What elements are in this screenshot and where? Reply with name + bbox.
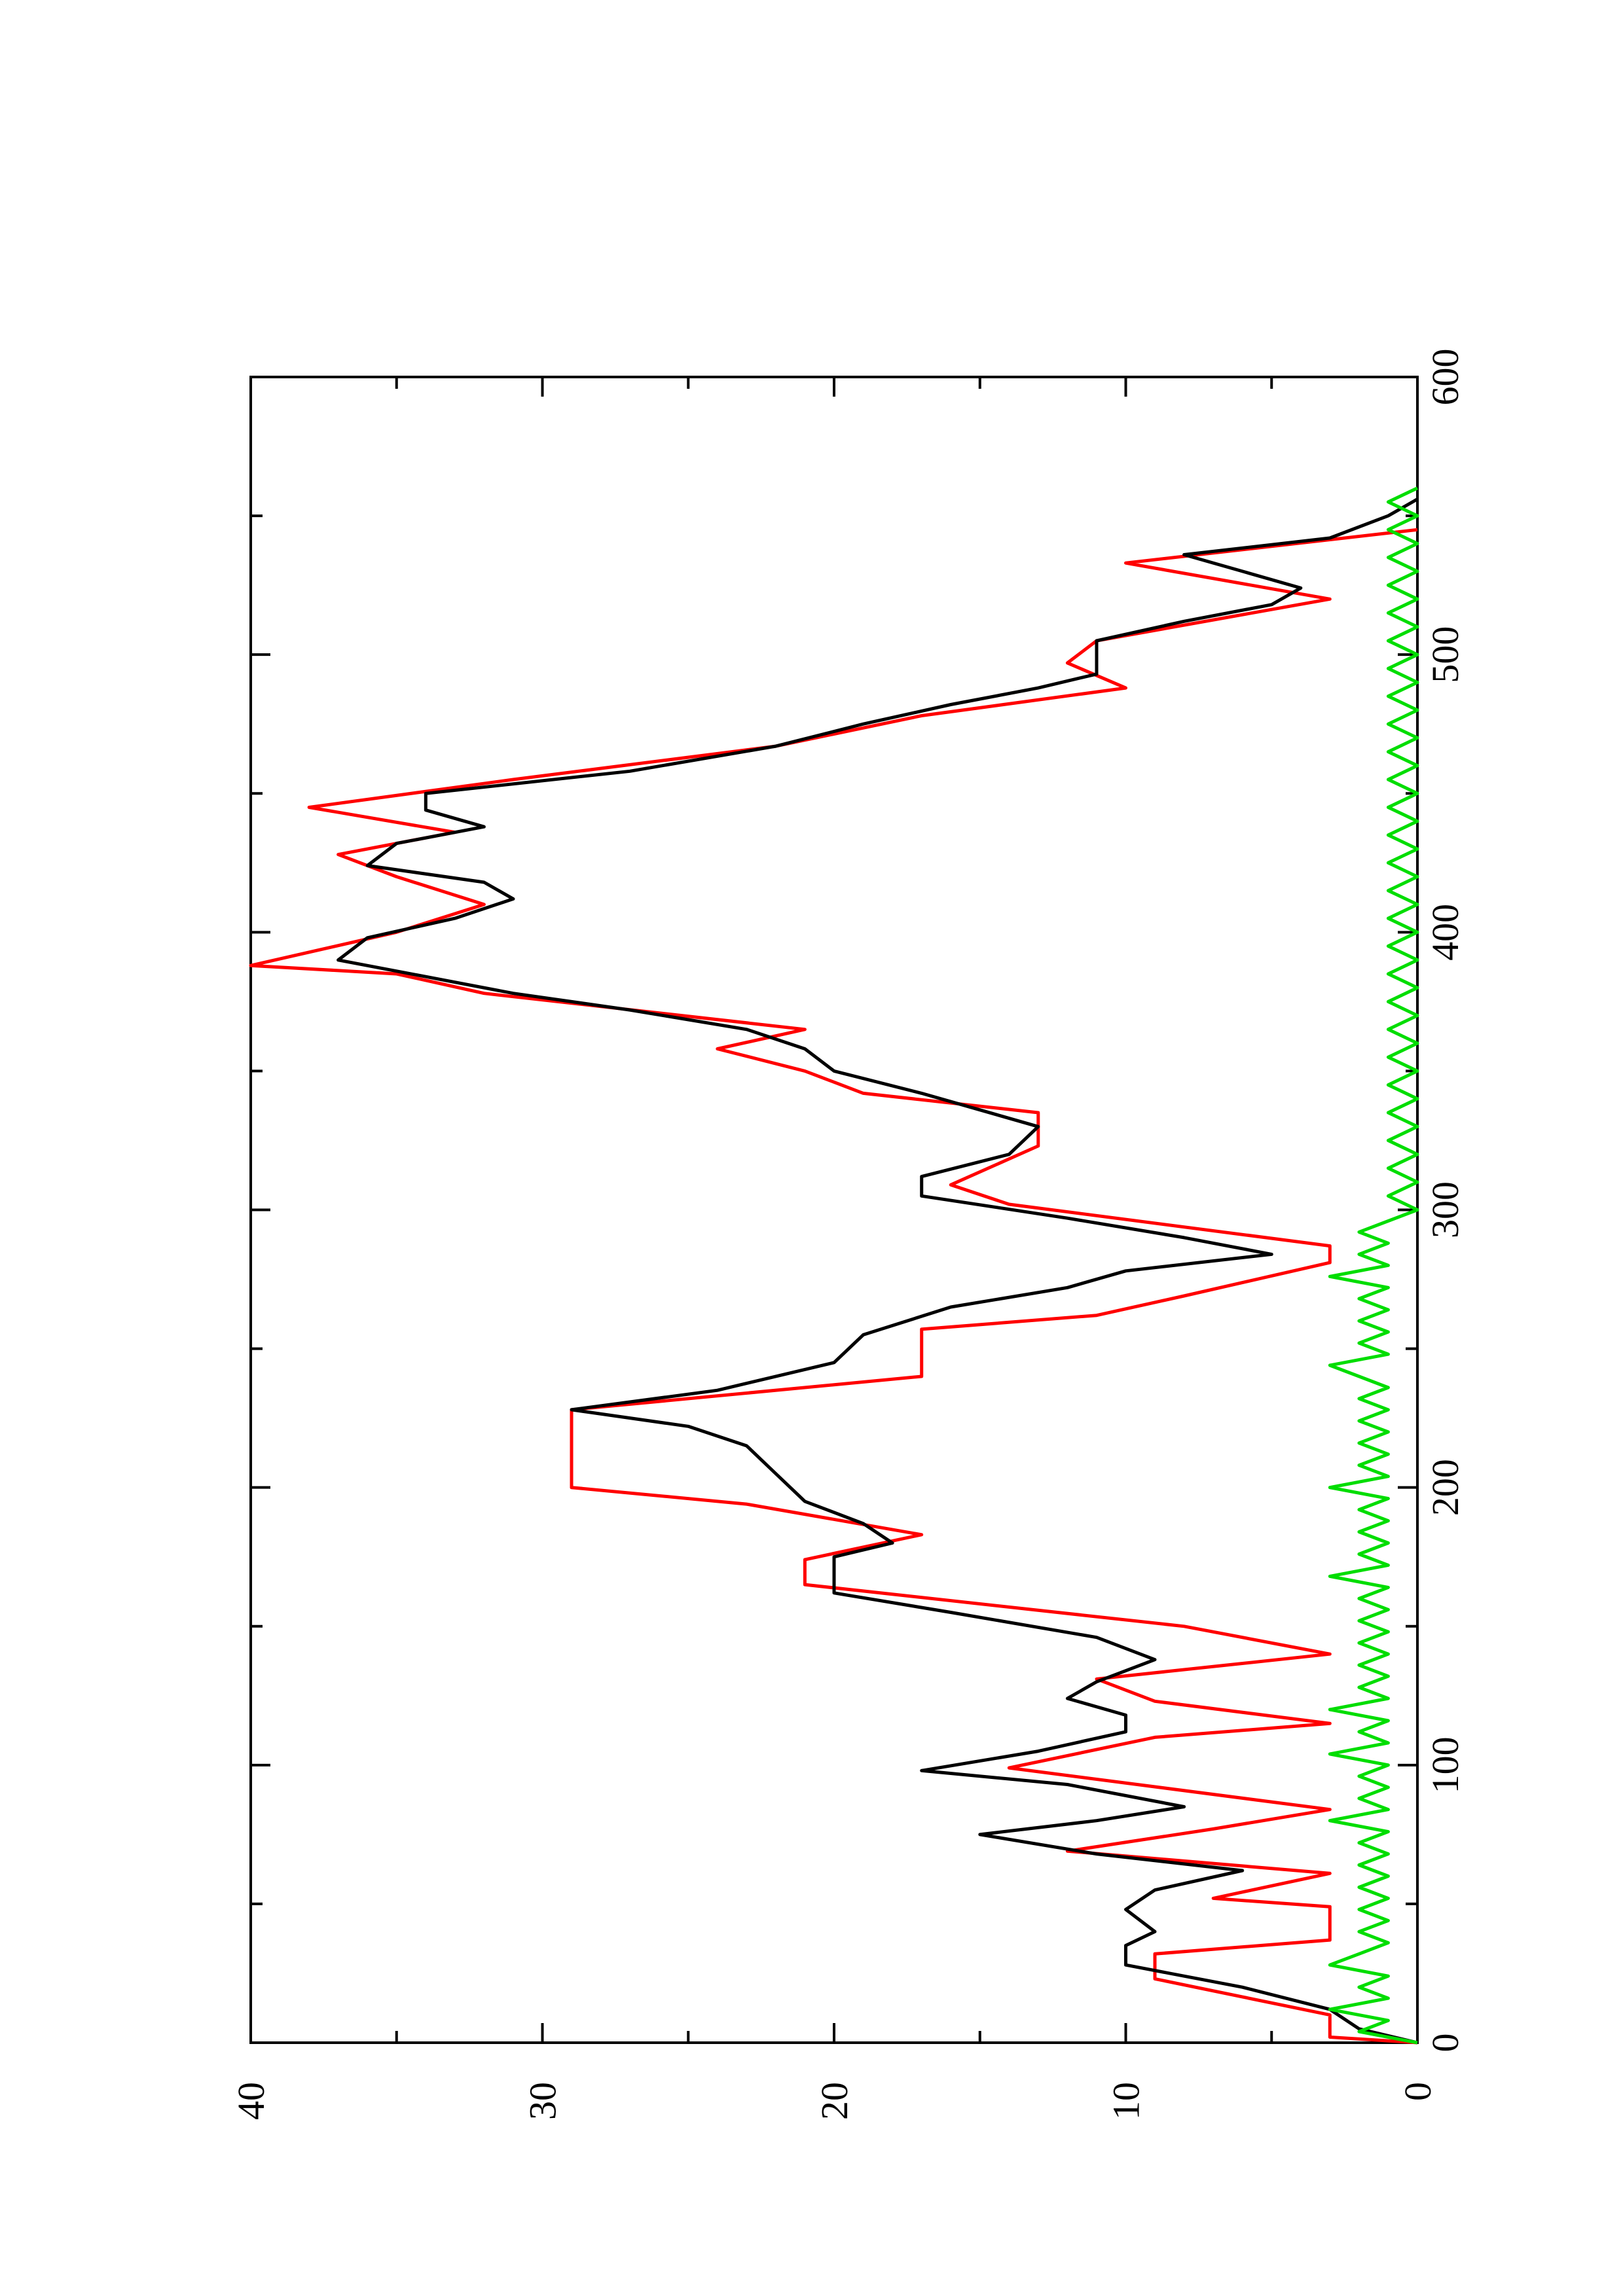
x-tick-label: 600 (1424, 349, 1467, 406)
series-group (249, 486, 1419, 2045)
series-line-red (249, 528, 1418, 2045)
y-tick-label: 20 (813, 2082, 856, 2120)
x-tick-label: 0 (1424, 2034, 1467, 2053)
y-tick-label: 40 (230, 2082, 272, 2120)
tick-labels: 0 100 200 300 400 500 600 0 10 20 30 40 (230, 349, 1467, 2121)
plot-frame (249, 376, 1419, 2044)
series-line-green (1328, 486, 1419, 2045)
x-tick-label: 400 (1424, 904, 1467, 961)
y-tick-label: 30 (522, 2082, 564, 2120)
axis-ticks (249, 376, 1419, 2044)
x-tick-label: 300 (1424, 1181, 1467, 1238)
x-tick-label: 100 (1424, 1736, 1467, 1793)
y-tick-label: 10 (1105, 2082, 1148, 2120)
series-line-black (337, 497, 1419, 2045)
plot-area: 0 100 200 300 400 500 600 0 10 20 30 40 (230, 349, 1467, 2121)
x-tick-label: 500 (1424, 626, 1467, 683)
y-tick-label: 0 (1396, 2082, 1439, 2101)
x-tick-label: 200 (1424, 1459, 1467, 1516)
